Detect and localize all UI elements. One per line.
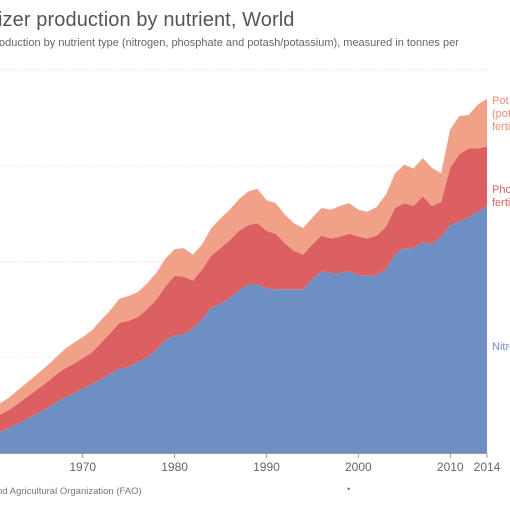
x-tick-label: 2014	[474, 460, 501, 474]
series-label-pho: Pho ferti	[492, 184, 510, 209]
chart-subtitle: oduction by nutrient type (nitrogen, pho…	[0, 37, 459, 49]
x-tick-label: 2000	[345, 460, 372, 474]
footer-dot: •	[347, 484, 351, 495]
x-tick-label: 1990	[253, 460, 280, 474]
area-layer	[0, 98, 487, 453]
area-nitro[interactable]	[0, 206, 487, 453]
x-tick-label: 1970	[69, 460, 96, 474]
x-axis: 1970 1980 1990 2000 2010 2014	[0, 453, 501, 474]
x-tick-label: 2010	[437, 460, 464, 474]
chart-title: izer production by nutrient, World	[0, 9, 295, 31]
source-note: nd Agricultural Organization (FAO)	[0, 486, 142, 497]
area-pho[interactable]	[0, 146, 487, 432]
series-label-pot: Pot (pot ferti	[492, 95, 510, 133]
x-tick-label: 1980	[161, 460, 188, 474]
series-label-nitro: Nitro	[492, 341, 510, 353]
